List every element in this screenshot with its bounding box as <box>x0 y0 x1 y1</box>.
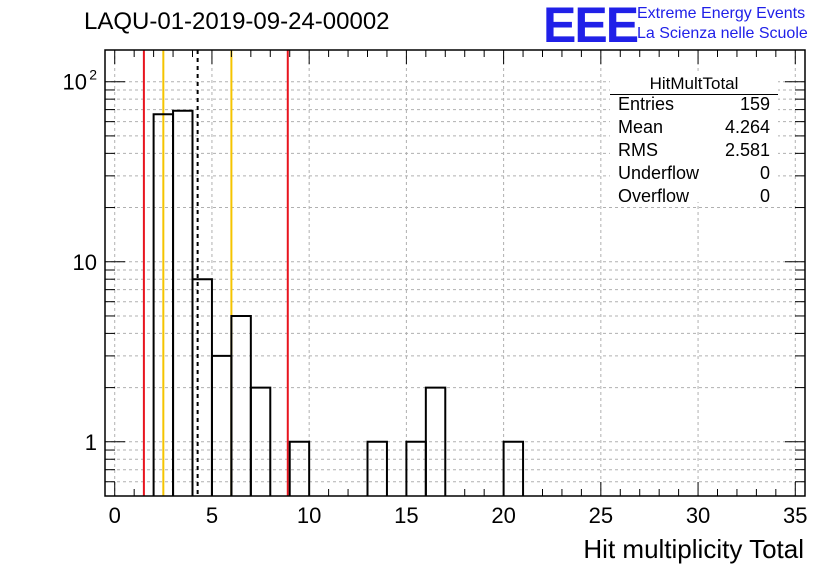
stats-key: Entries <box>618 94 675 114</box>
x-tick-label: 15 <box>394 503 418 528</box>
stats-key: Overflow <box>618 186 690 206</box>
histogram-bin <box>288 440 311 496</box>
stats-row-entries: Entries 159 <box>618 94 770 117</box>
histogram-bin <box>366 440 388 496</box>
stats-row-mean: Mean 4.264 <box>618 117 770 140</box>
chart-title: LAQU-01-2019-09-24-00002 <box>84 8 390 35</box>
histogram-bin <box>210 354 233 496</box>
x-tick-label: 0 <box>109 503 121 528</box>
x-tick-label: 35 <box>783 503 807 528</box>
histogram-bin <box>249 386 272 496</box>
x-tick-label: 5 <box>206 503 218 528</box>
x-tick-label: 20 <box>491 503 515 528</box>
histogram-bin <box>405 440 427 496</box>
stats-value: 0 <box>759 186 770 206</box>
stats-key: Underflow <box>618 163 700 183</box>
stats-value: 159 <box>739 94 770 114</box>
histogram-bin <box>502 440 525 496</box>
histogram-bin <box>230 314 252 496</box>
logo-line-1: Extreme Energy Events <box>637 5 806 22</box>
stats-value: 2.581 <box>724 140 770 160</box>
stats-title: HitMultTotal <box>610 74 778 95</box>
x-tick-label: 30 <box>686 503 710 528</box>
x-axis-label: Hit multiplicity Total <box>583 534 804 564</box>
stats-value: 4.264 <box>724 117 770 137</box>
histogram-bin <box>172 109 194 496</box>
eee-logo: EEE <box>543 0 639 53</box>
y-tick-exponent: 2 <box>89 67 97 83</box>
histogram-bin <box>424 386 447 496</box>
stats-value: 0 <box>759 163 770 183</box>
stats-row-overflow: Overflow 0 <box>618 186 770 209</box>
stats-row-rms: RMS 2.581 <box>618 140 770 163</box>
stats-row-underflow: Underflow 0 <box>618 163 770 186</box>
y-tick-label: 10 <box>63 70 87 95</box>
x-tick-label: 10 <box>297 503 321 528</box>
y-tick-label: 10 <box>73 250 97 275</box>
plot-frame <box>104 49 806 497</box>
y-tick-label: 1 <box>85 430 97 455</box>
stats-key: Mean <box>618 117 664 137</box>
x-tick-label: 25 <box>589 503 613 528</box>
stats-box: HitMultTotal Entries 159 Mean 4.264 RMS … <box>610 74 778 206</box>
stats-key: RMS <box>618 140 658 160</box>
logo-line-2: La Scienza nelle Scuole <box>637 25 808 42</box>
